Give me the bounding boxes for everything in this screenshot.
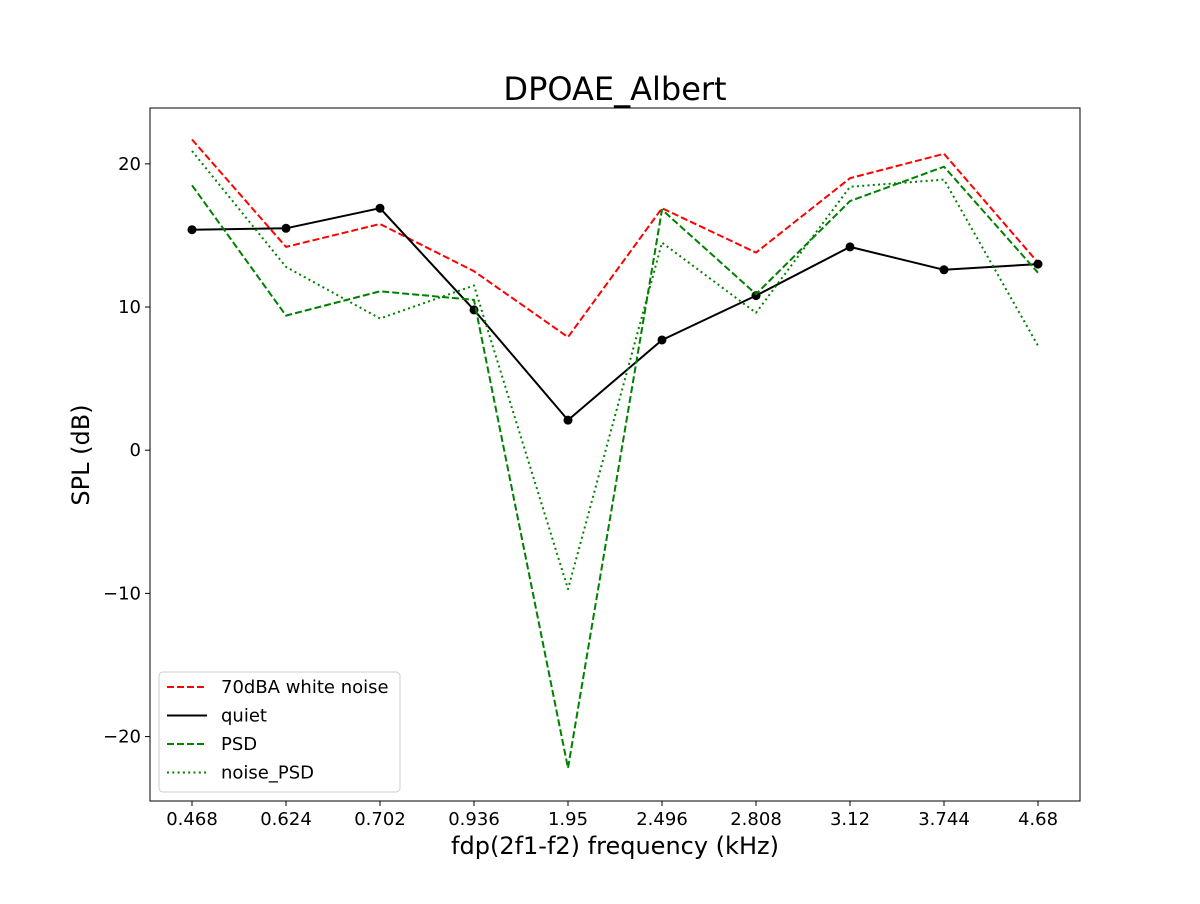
series-line-70dba-white-noise xyxy=(191,138,1039,339)
series-line-quiet xyxy=(191,207,1039,422)
series-quiet xyxy=(187,203,1043,425)
series-line-noise-psd xyxy=(191,150,1039,591)
x-tick-label: 3.12 xyxy=(830,809,870,830)
plot-frame xyxy=(149,107,1081,802)
x-tick-label: 0.468 xyxy=(166,809,218,830)
y-tick-label: 0 xyxy=(130,440,141,461)
x-axis-ticks: 0.468 0.624 0.702 0.936 1.95 2.496 2.808 3.12 3.… xyxy=(166,801,1058,830)
data-point-quiet xyxy=(939,265,949,275)
legend-box xyxy=(158,671,401,793)
x-tick-label: 0.936 xyxy=(448,809,500,830)
legend-label-70dba-white-noise: 70dBA white noise xyxy=(221,677,389,698)
y-tick-label: 20 xyxy=(118,154,141,175)
y-axis-title: SPL (dB) xyxy=(67,404,95,505)
series-70dba-white-noise xyxy=(191,138,1039,339)
x-tick-label: 2.496 xyxy=(636,809,688,830)
data-point-quiet xyxy=(375,203,385,213)
x-tick-label: 0.702 xyxy=(354,809,406,830)
legend: 70dBA white noise quiet PSD noise_PSD xyxy=(158,671,401,793)
series-layer xyxy=(187,138,1043,770)
data-point-quiet xyxy=(657,335,667,345)
series-noise-psd xyxy=(191,150,1039,591)
data-point-quiet xyxy=(751,291,761,301)
series-psd xyxy=(191,165,1039,770)
chart-title: DPOAE_Albert xyxy=(503,70,726,108)
x-axis-title: fdp(2f1-f2) frequency (kHz) xyxy=(451,832,779,860)
y-axis-ticks: −20 −10 0 10 20 xyxy=(103,154,150,748)
legend-label-psd: PSD xyxy=(221,734,257,755)
plot-area: 0.468 0.624 0.702 0.936 1.95 2.496 2.808 3.12 3.… xyxy=(103,107,1081,830)
x-tick-label: 2.808 xyxy=(730,809,782,830)
data-point-quiet xyxy=(563,415,573,425)
data-point-quiet xyxy=(1033,259,1043,269)
x-tick-label: 3.744 xyxy=(918,809,970,830)
x-tick-label: 0.624 xyxy=(260,809,312,830)
data-point-quiet xyxy=(187,225,197,235)
series-line-psd xyxy=(191,165,1039,770)
y-tick-label: −20 xyxy=(103,727,141,748)
legend-label-quiet: quiet xyxy=(221,706,267,727)
data-point-quiet xyxy=(845,242,855,252)
x-tick-label: 1.95 xyxy=(548,809,588,830)
data-point-quiet xyxy=(281,223,291,233)
legend-label-noise-psd: noise_PSD xyxy=(221,763,314,784)
y-tick-label: 10 xyxy=(118,297,141,318)
y-tick-label: −10 xyxy=(103,583,141,604)
x-tick-label: 4.68 xyxy=(1018,809,1058,830)
